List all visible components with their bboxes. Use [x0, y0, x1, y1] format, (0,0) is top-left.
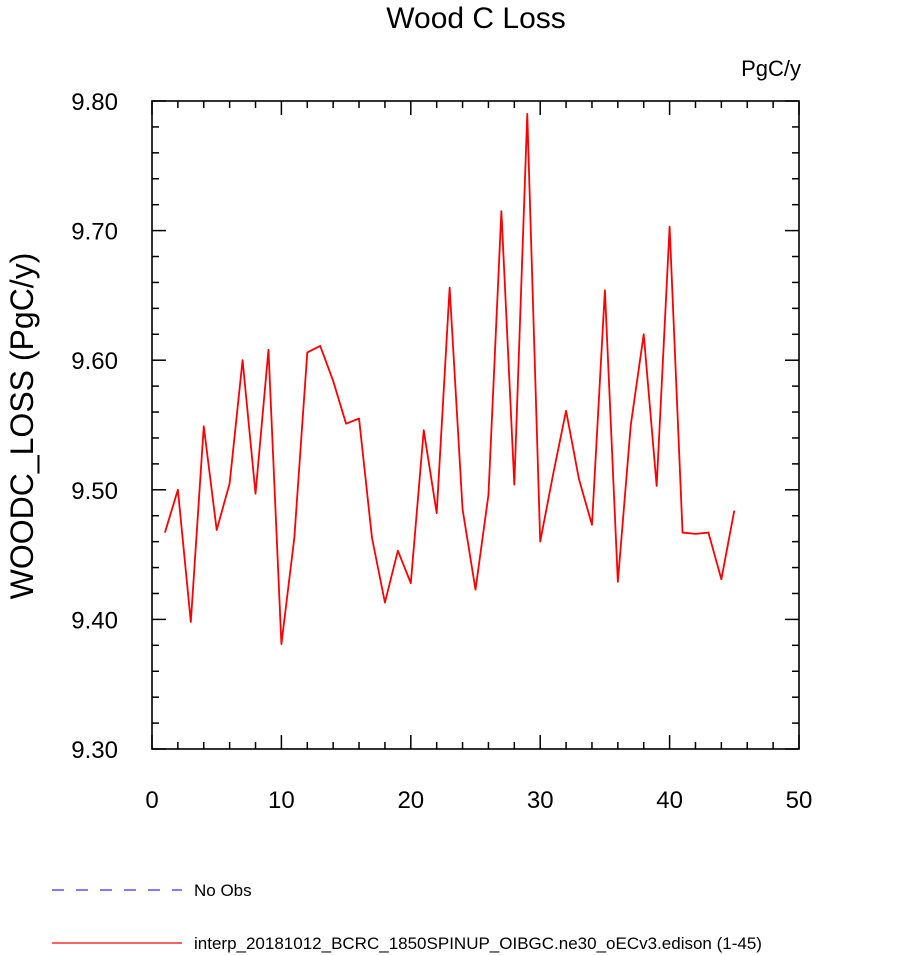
plot-frame: [151, 100, 800, 750]
series-layer: [164, 113, 736, 645]
y-tick-label: 9.70: [71, 219, 118, 246]
y-tick-label: 9.50: [71, 478, 118, 505]
legend-entry: interp_20181012_BCRC_1850SPINUP_OIBGC.ne…: [194, 934, 762, 953]
x-tick-label: 10: [268, 787, 295, 814]
axis-tick-labels: 0 10 20 30 40 50 9.30 9.40 9.50 9.60 9.70 9.80: [71, 89, 812, 814]
y-tick-label: 9.30: [71, 737, 118, 764]
axis-ticks: [151, 100, 800, 750]
x-tick-label: 40: [656, 787, 683, 814]
y-tick-label: 9.80: [71, 89, 118, 116]
x-tick-label: 0: [145, 787, 158, 814]
legend-entry: No Obs: [194, 881, 252, 900]
x-tick-label: 20: [397, 787, 424, 814]
units-label: PgC/y: [741, 56, 801, 81]
x-tick-label: 50: [786, 787, 813, 814]
y-tick-label: 9.60: [71, 348, 118, 375]
chart-title: Wood C Loss: [386, 2, 566, 35]
y-tick-label: 9.40: [71, 607, 118, 634]
x-tick-label: 30: [527, 787, 554, 814]
series-line: [164, 113, 736, 645]
legend: No Obs interp_20181012_BCRC_1850SPINUP_OI…: [52, 881, 762, 953]
y-axis-label: WOODC_LOSS (PgC/y): [4, 253, 40, 600]
